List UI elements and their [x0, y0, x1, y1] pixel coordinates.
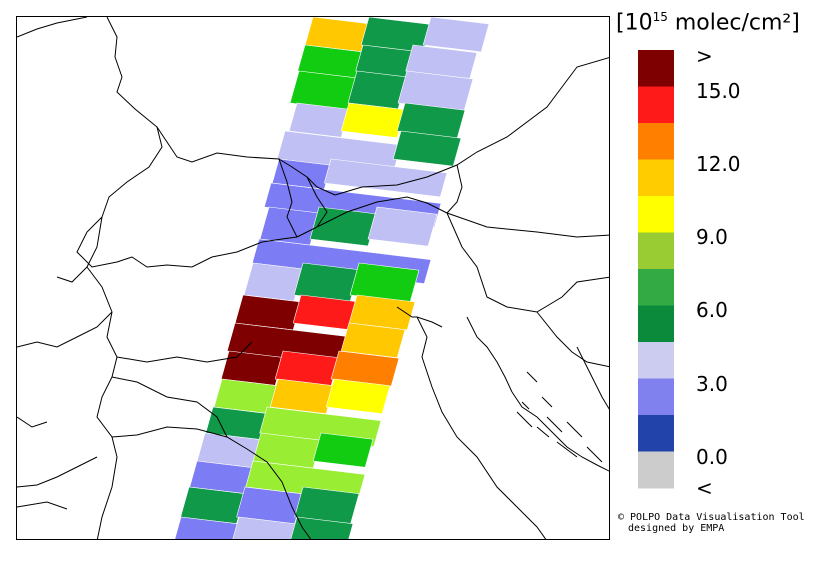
border-germany-south	[446, 164, 463, 214]
border-italy-regions-2	[111, 376, 228, 438]
color-legend	[638, 50, 674, 489]
swath-pixel	[174, 516, 240, 539]
legend-swatch	[638, 342, 674, 379]
legend-title-suffix: molec/cm²]	[667, 10, 800, 36]
swath-pixel	[232, 516, 298, 539]
border-swiss-north	[156, 126, 336, 196]
credit-line-2: designed by EMPA	[628, 523, 725, 534]
border-austria	[296, 196, 609, 238]
legend-swatch	[638, 305, 674, 343]
border-spain-south	[17, 501, 68, 510]
legend-swatch	[638, 269, 674, 306]
map-panel[interactable]	[16, 16, 610, 540]
country-borders	[17, 17, 609, 539]
border-east-france	[101, 17, 163, 218]
legend-swatch	[638, 50, 674, 87]
border-corsica-coast	[17, 416, 48, 428]
legend-swatch	[638, 123, 674, 160]
border-italy-regions	[116, 341, 253, 363]
legend-title-exponent: 15	[652, 10, 668, 24]
border-croatia-inland	[536, 311, 609, 368]
credit-text: © POLPO Data Visualisation Tool designed…	[618, 512, 805, 534]
legend-label-below: <	[696, 476, 713, 500]
coast-venice	[396, 306, 443, 328]
legend-swatch	[638, 232, 674, 270]
swath-pixel	[269, 378, 335, 415]
legend-label-6: 6.0	[696, 298, 728, 322]
legend-label-9: 9.0	[696, 225, 728, 249]
coast-adriatic-west	[416, 316, 547, 539]
satellite-swath	[174, 17, 490, 539]
legend-label-15: 15.0	[696, 79, 741, 103]
swath-pixel	[325, 378, 391, 415]
border-inner-italy	[278, 158, 298, 238]
legend-title-prefix: [10	[616, 10, 653, 36]
islands-croatia-2	[521, 371, 603, 463]
swath-pixel	[330, 350, 400, 387]
border-liechtenstein	[306, 176, 328, 228]
swath-pixel	[288, 102, 350, 138]
legend-swatch	[638, 159, 674, 197]
border-bosnia	[576, 346, 609, 410]
swath-pixel	[312, 432, 374, 468]
border-austria-north	[334, 57, 609, 196]
swath-pixel	[348, 294, 416, 331]
legend-label-3: 3.0	[696, 372, 728, 396]
swath-pixel	[422, 17, 490, 53]
legend-label-0: 0.0	[696, 445, 728, 469]
legend-swatch	[638, 196, 674, 233]
legend-swatch	[638, 378, 674, 416]
swath-pixel	[367, 206, 438, 247]
legend-swatch	[638, 451, 674, 489]
border-france-west	[17, 311, 113, 348]
border-swiss-south	[76, 216, 298, 268]
legend-label-12: 12.0	[696, 152, 741, 176]
border-france-mid	[56, 266, 88, 283]
border-france-north	[17, 17, 88, 38]
swath-pixel	[323, 158, 448, 198]
legend-label-above: >	[696, 44, 713, 68]
coast-croatia	[511, 391, 609, 472]
legend-title: [1015 molec/cm²]	[616, 10, 800, 35]
legend-swatch	[638, 86, 674, 124]
swath-pixel	[309, 206, 378, 247]
coast-istria	[466, 316, 513, 393]
credit-line-1: © POLPO Data Visualisation Tool	[618, 512, 805, 523]
map-canvas[interactable]	[17, 17, 610, 540]
legend-swatch	[638, 415, 674, 452]
border-slovenia	[446, 212, 609, 313]
swath-pixel	[340, 102, 406, 139]
islands-croatia-1	[516, 411, 578, 458]
coast-italy-ligurian	[111, 426, 312, 539]
border-monaco-coast	[17, 456, 98, 488]
